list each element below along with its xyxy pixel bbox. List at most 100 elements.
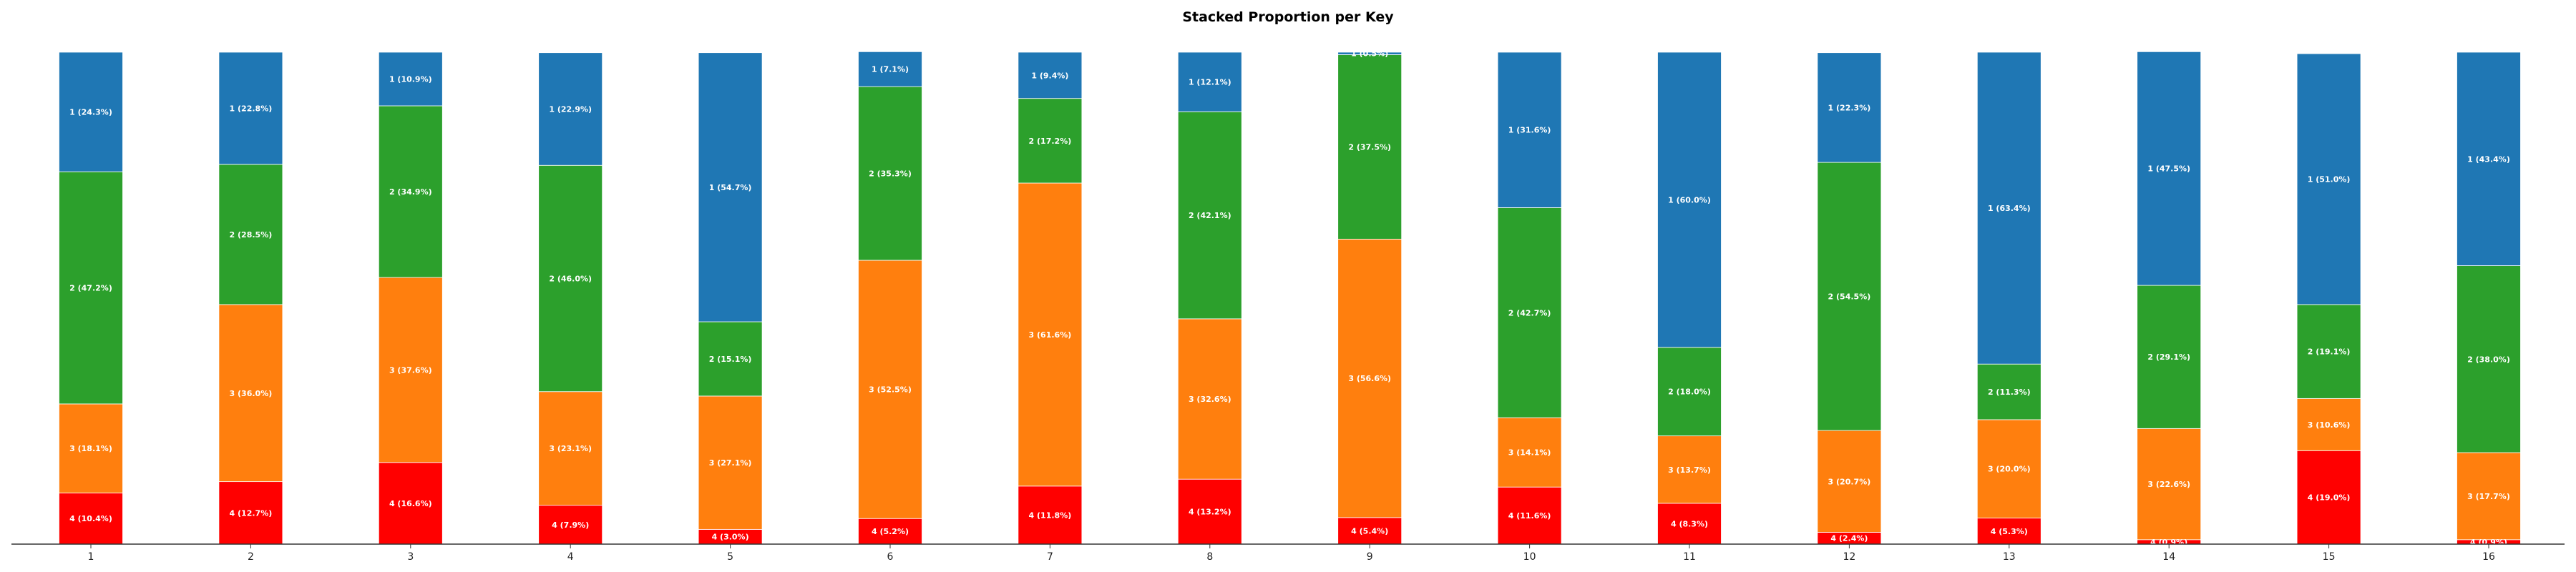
segment-label-key-1-cat-8: 1 (12.1%) xyxy=(1189,78,1231,87)
segment-label-key-1-cat-5: 1 (54.7%) xyxy=(709,183,752,192)
segment-label-key-3-cat-4: 3 (23.1%) xyxy=(549,444,592,453)
bar-segment-key-2-cat-3 xyxy=(378,105,443,278)
bar-segment-key-2-cat-16 xyxy=(2457,265,2521,453)
segment-label-key-1-cat-2: 1 (22.8%) xyxy=(230,104,273,113)
bar-segment-key-2-cat-7 xyxy=(1018,98,1083,184)
segment-label-key-4-cat-6: 4 (5.2%) xyxy=(872,527,909,536)
segment-label-key-1-cat-4: 1 (22.9%) xyxy=(549,104,592,114)
segment-label-key-2-cat-6: 2 (35.3%) xyxy=(869,169,912,179)
x-axis-ticks: 1 2 3 4 5 6 7 8 9 10 11 12 13 14 15 16 xyxy=(88,544,2495,563)
segment-label-key-2-cat-8: 2 (42.1%) xyxy=(1189,211,1231,220)
bar-segment-key-2-cat-5 xyxy=(698,321,763,397)
x-tick-label-11: 11 xyxy=(1683,551,1696,563)
bar-segment-key-1-cat-13 xyxy=(1976,51,2041,365)
segment-label-key-3-cat-16: 3 (17.7%) xyxy=(2467,492,2510,501)
bar-segment-key-3-cat-12 xyxy=(1817,430,1882,533)
bar-segment-key-1-cat-12 xyxy=(1817,52,1882,163)
bar-segment-key-4-cat-13 xyxy=(1976,518,2041,545)
bar-segment-key-2-cat-15 xyxy=(2296,304,2361,399)
bar-segment-key-2-cat-14 xyxy=(2137,285,2202,429)
x-tick-label-15: 15 xyxy=(2323,551,2336,563)
bar-segment-key-1-cat-3 xyxy=(378,51,443,107)
bar-segment-key-2-cat-10 xyxy=(1497,207,1562,418)
x-tick-label-3: 3 xyxy=(407,551,414,563)
segment-label-key-3-cat-11: 3 (13.7%) xyxy=(1668,465,1711,475)
bar-segment-key-1-cat-8 xyxy=(1177,51,1242,112)
x-tick-label-12: 12 xyxy=(1843,551,1855,563)
segment-label-key-3-cat-7: 3 (61.6%) xyxy=(1029,330,1072,340)
segment-label-key-1-cat-10: 1 (31.6%) xyxy=(1508,126,1551,135)
segment-label-key-2-cat-2: 2 (28.5%) xyxy=(230,230,273,240)
segment-label-key-2-cat-15: 2 (19.1%) xyxy=(2308,347,2351,357)
bar-segment-key-1-cat-14 xyxy=(2137,51,2202,286)
segment-label-key-3-cat-14: 3 (22.6%) xyxy=(2147,480,2190,489)
segment-label-key-2-cat-16: 2 (38.0%) xyxy=(2467,355,2510,364)
bar-segment-key-4-cat-8 xyxy=(1177,478,1242,545)
bar-segment-key-4-cat-15 xyxy=(2296,450,2361,545)
bar-segment-key-4-cat-6 xyxy=(858,518,922,545)
bar-segment-key-3-cat-6 xyxy=(858,260,922,519)
segment-label-key-4-cat-13: 4 (5.3%) xyxy=(1991,527,2028,536)
segment-label-key-2-cat-5: 2 (15.1%) xyxy=(709,355,752,364)
bar-segment-key-1-cat-16 xyxy=(2457,51,2521,266)
segment-label-key-4-cat-15: 4 (19.0%) xyxy=(2308,493,2351,503)
bar-segment-key-1-cat-15 xyxy=(2296,53,2361,305)
bar-segment-key-2-cat-2 xyxy=(218,164,283,305)
segment-label-key-2-cat-9: 2 (37.5%) xyxy=(1348,142,1391,152)
segment-label-key-1-cat-16: 1 (43.4%) xyxy=(2467,154,2510,164)
segment-label-key-4-cat-7: 4 (11.8%) xyxy=(1029,511,1072,520)
segment-label-key-4-cat-10: 4 (11.6%) xyxy=(1508,511,1551,521)
bar-segment-key-4-cat-7 xyxy=(1018,485,1083,545)
segment-label-key-4-cat-9: 4 (5.4%) xyxy=(1351,526,1388,536)
bars-layer xyxy=(59,51,2521,545)
segment-label-key-2-cat-1: 2 (47.2%) xyxy=(69,284,112,293)
segment-label-key-4-cat-12: 4 (2.4%) xyxy=(1830,534,1868,543)
segment-label-key-3-cat-5: 3 (27.1%) xyxy=(709,458,752,468)
segment-label-key-3-cat-10: 3 (14.1%) xyxy=(1508,448,1551,458)
bar-segment-key-4-cat-11 xyxy=(1657,503,1722,545)
bar-segment-key-3-cat-14 xyxy=(2137,428,2202,541)
segment-labels-layer: 4 (10.4%) 3 (18.1%) 2 (47.2%) 1 (24.3%) 4 (1… xyxy=(69,49,2510,547)
bar-segment-key-1-cat-11 xyxy=(1657,51,1722,348)
segment-label-key-3-cat-12: 3 (20.7%) xyxy=(1828,477,1871,486)
x-tick-label-9: 9 xyxy=(1367,551,1373,563)
x-tick-label-2: 2 xyxy=(248,551,254,563)
bar-segment-key-4-cat-1 xyxy=(59,493,123,545)
segment-label-key-2-cat-14: 2 (29.1%) xyxy=(2147,352,2190,362)
segment-label-key-1-cat-11: 1 (60.0%) xyxy=(1668,195,1711,204)
x-tick-label-6: 6 xyxy=(887,551,894,563)
bar-segment-key-3-cat-8 xyxy=(1177,318,1242,480)
segment-label-key-2-cat-4: 2 (46.0%) xyxy=(549,274,592,283)
bar-segment-key-1-cat-4 xyxy=(538,52,603,166)
bar-segment-key-3-cat-2 xyxy=(218,304,283,483)
bar-segment-key-1-cat-1 xyxy=(59,51,123,172)
bar-segment-key-2-cat-6 xyxy=(858,86,922,261)
chart-title: Stacked Proportion per Key xyxy=(1182,9,1394,25)
segment-label-key-3-cat-15: 3 (10.6%) xyxy=(2308,420,2351,430)
x-tick-label-7: 7 xyxy=(1047,551,1053,563)
segment-label-key-3-cat-9: 3 (56.6%) xyxy=(1348,374,1391,383)
segment-label-key-3-cat-6: 3 (52.5%) xyxy=(869,385,912,395)
bar-segment-key-2-cat-13 xyxy=(1976,363,2041,420)
segment-label-key-1-cat-13: 1 (63.4%) xyxy=(1988,204,2031,213)
bar-segment-key-3-cat-15 xyxy=(2296,398,2361,451)
segment-label-key-3-cat-8: 3 (32.6%) xyxy=(1189,395,1231,404)
x-tick-label-10: 10 xyxy=(1523,551,1536,563)
bar-segment-key-1-cat-6 xyxy=(858,51,922,87)
bar-segment-key-3-cat-13 xyxy=(1976,419,2041,518)
bar-segment-key-1-cat-9 xyxy=(1337,51,1402,55)
segment-label-key-4-cat-4: 4 (7.9%) xyxy=(552,521,589,530)
segment-label-key-2-cat-12: 2 (54.5%) xyxy=(1828,292,1871,302)
segment-label-key-1-cat-7: 1 (9.4%) xyxy=(1031,71,1068,80)
segment-label-key-1-cat-14: 1 (47.5%) xyxy=(2147,164,2190,174)
segment-label-key-4-cat-3: 4 (16.6%) xyxy=(389,499,432,508)
segment-label-key-1-cat-1: 1 (24.3%) xyxy=(69,108,112,117)
bar-segment-key-4-cat-9 xyxy=(1337,517,1402,545)
segment-label-key-1-cat-9: 1 (0.5%) xyxy=(1351,49,1388,59)
segment-label-key-1-cat-15: 1 (51.0%) xyxy=(2308,175,2351,184)
x-tick-label-16: 16 xyxy=(2482,551,2495,563)
x-tick-label-14: 14 xyxy=(2162,551,2175,563)
segment-label-key-4-cat-1: 4 (10.4%) xyxy=(69,514,112,523)
x-tick-label-4: 4 xyxy=(567,551,574,563)
